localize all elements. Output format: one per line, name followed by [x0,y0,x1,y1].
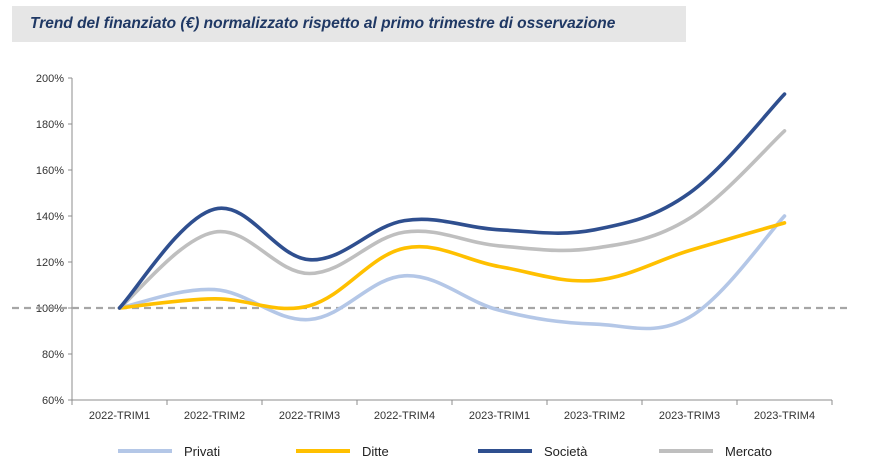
y-tick-label: 180% [36,119,64,131]
x-tick-label: 2022-TRIM2 [184,410,245,422]
legend-label-societ: Società [544,444,588,459]
legend-label-privati: Privati [184,444,220,459]
axes: 60%80%100%120%140%160%180%200%2022-TRIM1… [12,73,852,422]
series-line-ditte [117,221,787,311]
legend-label-ditte: Ditte [362,444,389,459]
legend: Privati Ditte Società Mercato [118,444,772,459]
x-tick-label: 2023-TRIM2 [564,410,625,422]
legend-label-mercato: Mercato [725,444,772,459]
y-tick-label: 120% [36,257,64,269]
y-tick-label: 140% [36,211,64,223]
x-tick-label: 2022-TRIM4 [374,410,435,422]
x-tick-label: 2022-TRIM3 [279,410,340,422]
series-line-privati [117,214,787,331]
y-tick-label: 60% [42,395,64,407]
x-tick-label: 2023-TRIM1 [469,410,530,422]
x-tick-label: 2023-TRIM4 [754,410,815,422]
y-tick-label: 160% [36,165,64,177]
x-tick-label: 2022-TRIM1 [89,410,150,422]
series-line-mercato [117,129,787,310]
x-tick-label: 2023-TRIM3 [659,410,720,422]
y-tick-label: 200% [36,73,64,85]
chart-title: Trend del finanziato (€) normalizzato ri… [30,15,616,32]
series-lines [117,92,787,331]
series-line-societ [117,92,787,310]
chart-title-box: Trend del finanziato (€) normalizzato ri… [12,6,686,42]
y-tick-label: 80% [42,349,64,361]
